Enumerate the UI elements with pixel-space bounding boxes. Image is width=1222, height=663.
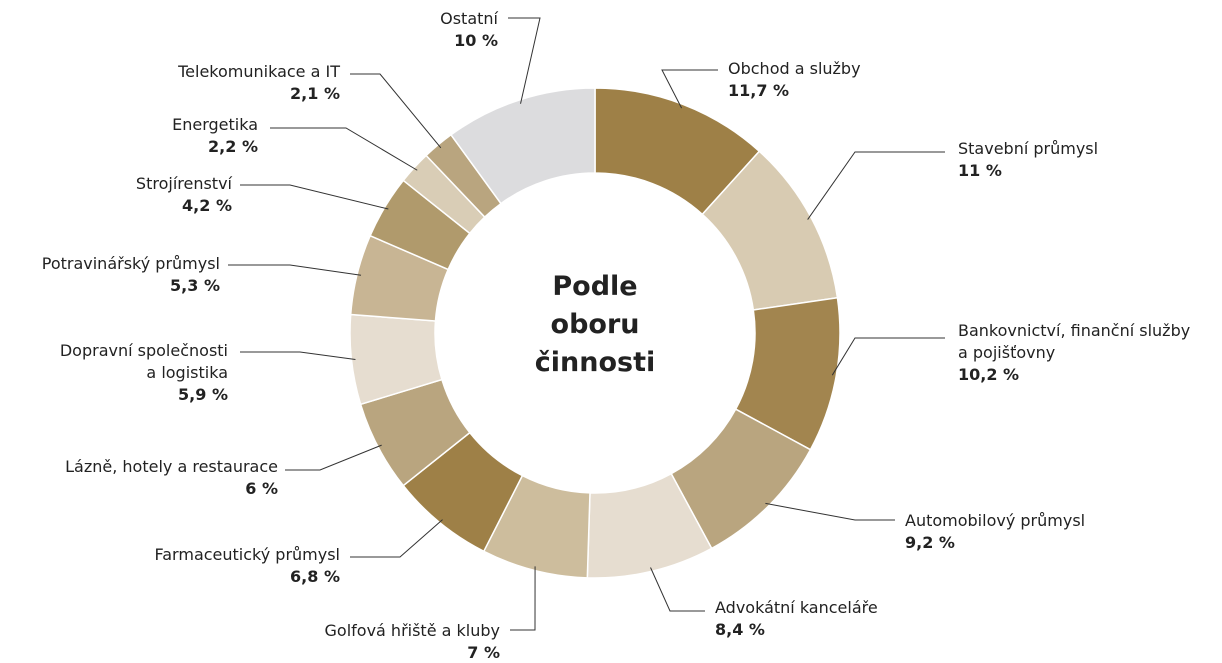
value-label: 4,2 % (136, 195, 232, 217)
value-label: 6,8 % (155, 566, 340, 588)
value-label: 5,3 % (42, 275, 220, 297)
category-label: Dopravní společnosti a logistika (60, 340, 228, 384)
category-label: Energetika (172, 114, 258, 136)
category-label: Farmaceutický průmysl (155, 544, 340, 566)
category-label: Bankovnictví, finanční služby a pojišťov… (958, 320, 1190, 364)
leader-line (350, 74, 441, 148)
category-label: Stavební průmysl (958, 138, 1098, 160)
leader-line (508, 18, 540, 104)
leader-line (808, 152, 945, 220)
value-label: 8,4 % (715, 619, 878, 641)
leader-line (270, 128, 417, 170)
value-label: 11,7 % (728, 80, 861, 102)
value-label: 5,9 % (60, 384, 228, 406)
leader-line (832, 338, 945, 375)
leader-line (240, 185, 388, 209)
category-label: Lázně, hotely a restaurace (65, 456, 278, 478)
category-label: Advokátní kanceláře (715, 597, 878, 619)
value-label: 7 % (325, 642, 500, 663)
value-label: 2,1 % (178, 83, 340, 105)
leader-line (228, 265, 361, 275)
value-label: 10,2 % (958, 364, 1190, 386)
value-label: 11 % (958, 160, 1098, 182)
value-label: 6 % (65, 478, 278, 500)
leader-line (651, 568, 705, 611)
leader-line (240, 352, 355, 359)
category-label: Potravinářský průmysl (42, 253, 220, 275)
page: Podle oboru činnosti Obchod a služby11,7… (0, 0, 1222, 663)
category-label: Automobilový průmysl (905, 510, 1085, 532)
category-label: Golfová hřiště a kluby (325, 620, 500, 642)
leader-line (285, 445, 382, 470)
center-label: Podle oboru činnosti (475, 268, 715, 382)
value-label: 2,2 % (172, 136, 258, 158)
label: Bankovnictví, finanční služby a pojišťov… (958, 320, 1190, 386)
value-label: 9,2 % (905, 532, 1085, 554)
leader-line (510, 566, 535, 630)
category-label: Obchod a služby (728, 58, 861, 80)
category-label: Ostatní (440, 8, 498, 30)
value-label: 10 % (440, 30, 498, 52)
category-label: Telekomunikace a IT (178, 61, 340, 83)
leader-line (350, 520, 443, 557)
category-label: Strojírenství (136, 173, 232, 195)
leader-line (765, 503, 895, 520)
